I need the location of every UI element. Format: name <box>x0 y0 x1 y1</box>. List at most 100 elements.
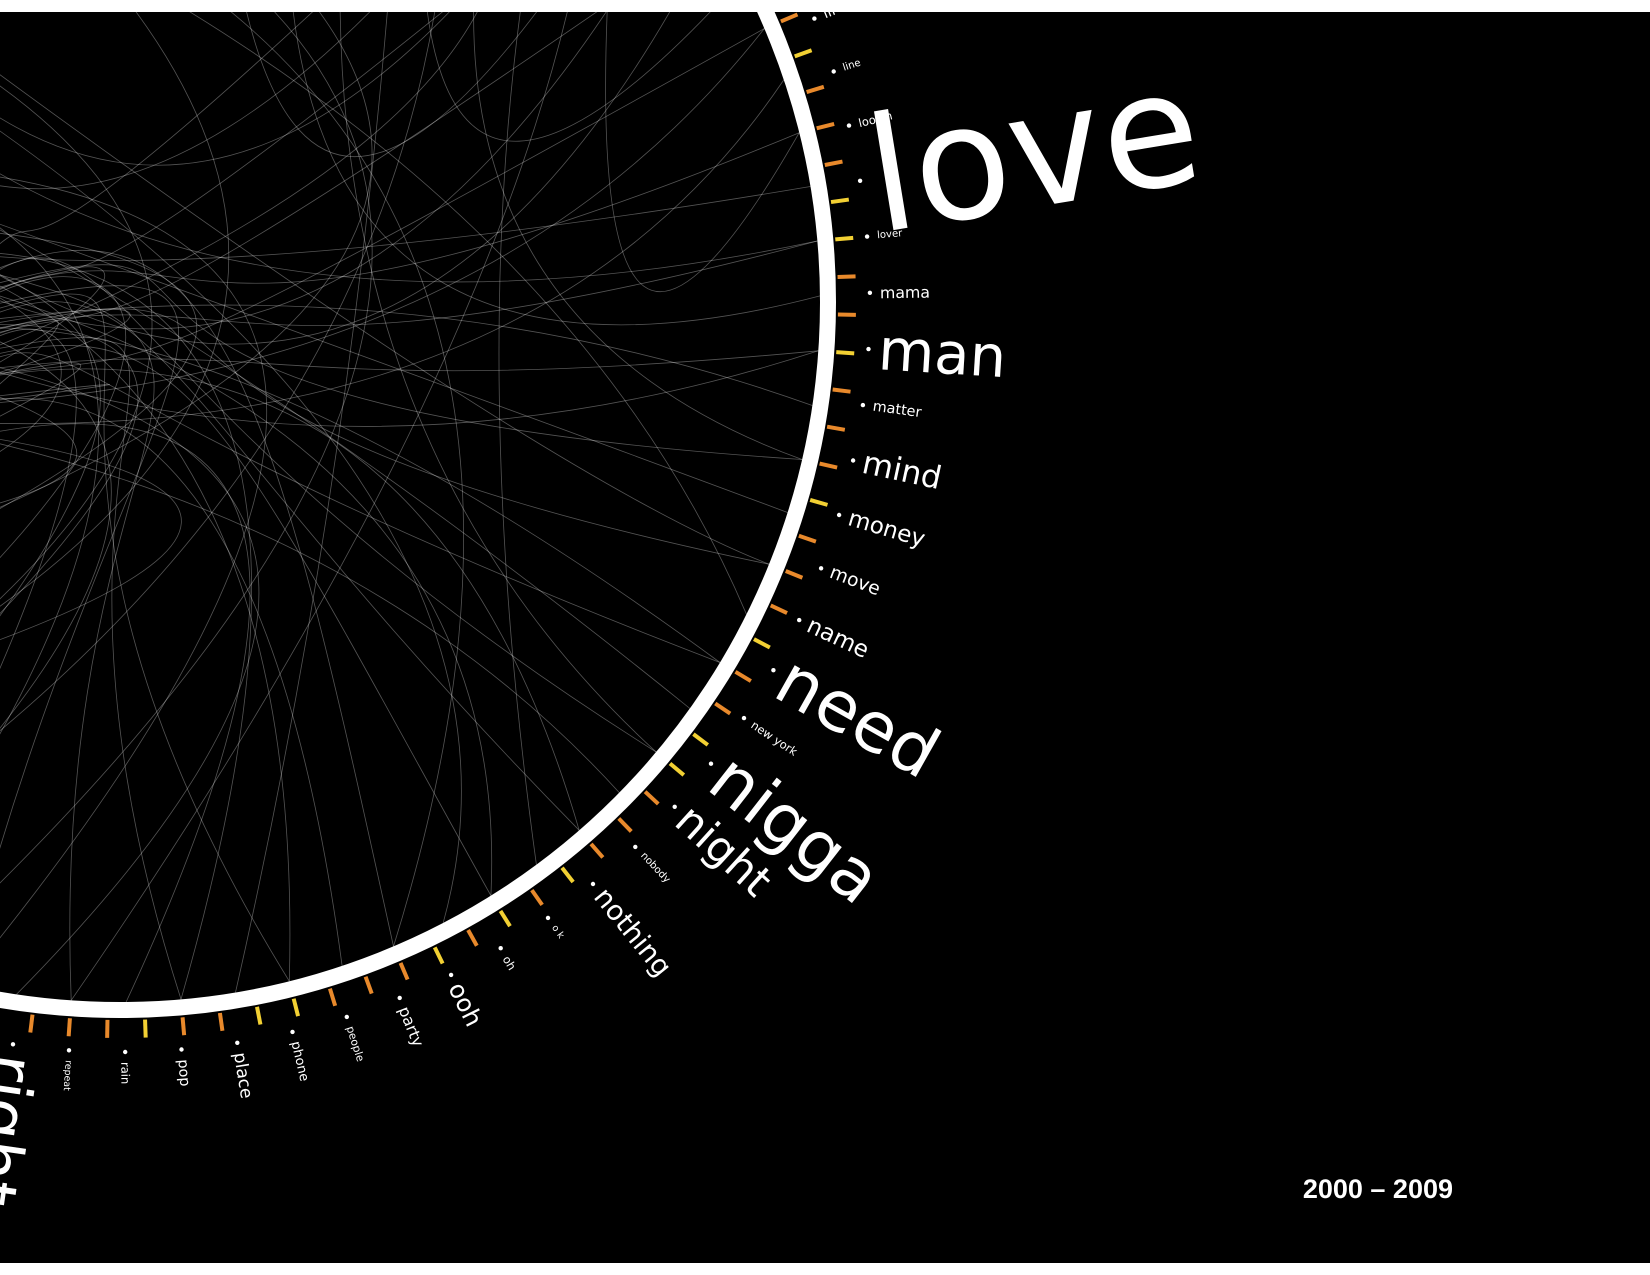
word-label: man <box>876 316 1008 391</box>
connection-curve <box>0 12 478 346</box>
word-ring-diagram: litkissladyletlifelightlillinelookinlove… <box>0 12 1213 1210</box>
tick-mark <box>714 701 732 716</box>
word-dot <box>397 995 402 1001</box>
tick-mark <box>143 1019 148 1038</box>
word-label: move <box>827 562 883 600</box>
connection-curve <box>0 85 153 600</box>
connection-curve <box>339 12 657 753</box>
connection-curve <box>70 12 568 1001</box>
word-label: lover <box>877 228 904 241</box>
word-dot <box>448 972 454 978</box>
tick-mark <box>824 159 843 167</box>
connection-curves <box>0 12 821 1003</box>
connection-curve <box>0 28 765 374</box>
connection-curve <box>0 74 770 565</box>
connection-curve <box>0 12 671 345</box>
tick-mark <box>819 461 838 470</box>
connection-curve <box>0 12 373 884</box>
word-dot <box>708 761 714 766</box>
tick-mark <box>255 1006 263 1025</box>
word-label: line <box>842 58 863 74</box>
period-label: 2000 – 2009 <box>1302 1174 1453 1204</box>
connection-curve <box>0 229 691 709</box>
connection-curve <box>0 397 343 966</box>
connection-curve <box>230 12 464 947</box>
tick-mark <box>836 350 855 356</box>
tick-mark <box>466 929 479 947</box>
tick-mark <box>816 122 835 131</box>
tick-mark <box>734 670 752 683</box>
connection-curve <box>0 130 462 924</box>
word-label: rain <box>118 1062 132 1084</box>
tick-mark <box>798 533 817 544</box>
connection-curve <box>0 79 785 425</box>
tick-mark <box>809 497 829 507</box>
tick-mark <box>180 1017 187 1036</box>
connection-curve <box>0 12 607 330</box>
word-dot <box>866 346 871 352</box>
connection-curve <box>0 341 112 729</box>
tick-mark <box>328 988 338 1007</box>
connection-curve <box>0 304 813 406</box>
word-dot <box>123 1049 128 1055</box>
connection-curve <box>0 324 139 614</box>
connection-curve <box>0 266 105 363</box>
word-dot <box>179 1047 184 1052</box>
tick-mark <box>753 637 771 650</box>
connection-curve <box>0 176 268 939</box>
connection-curve <box>0 345 492 896</box>
connection-curve <box>0 12 436 732</box>
word-label: love <box>855 35 1212 270</box>
connection-curve <box>0 352 721 663</box>
word-label: mama <box>880 283 930 303</box>
word-dot <box>344 1014 349 1020</box>
connection-curve <box>0 186 811 262</box>
connection-curve <box>0 227 100 735</box>
word-label: o k <box>549 923 566 941</box>
connection-curve <box>0 362 82 417</box>
word-label: nobody <box>638 850 672 885</box>
word-label: lil <box>821 12 838 22</box>
connection-curve <box>473 12 803 460</box>
connection-curve <box>0 301 580 831</box>
word-dot <box>235 1040 240 1046</box>
tick-mark <box>560 866 575 884</box>
connection-curve <box>0 423 251 1003</box>
word-dot <box>672 804 677 809</box>
connection-curve <box>0 12 371 190</box>
connection-curve <box>0 309 131 373</box>
word-dot <box>864 234 870 239</box>
tick-mark <box>780 12 799 24</box>
connection-curve <box>0 384 110 401</box>
tick-mark <box>530 889 544 907</box>
connection-curve <box>426 12 711 142</box>
tick-mark <box>217 1012 225 1032</box>
tick-mark <box>291 998 300 1017</box>
connection-curve <box>605 12 800 292</box>
connection-curve <box>0 28 765 403</box>
tick-mark <box>643 790 660 806</box>
word-dot <box>66 1048 72 1053</box>
tick-mark <box>66 1018 72 1037</box>
connection-curve <box>0 276 127 558</box>
tick-mark <box>806 84 825 94</box>
tick-mark <box>617 817 633 833</box>
connection-curve <box>0 253 252 1000</box>
tick-mark <box>784 569 804 580</box>
word-dot <box>857 178 863 183</box>
tick-mark <box>692 732 709 747</box>
tick-mark <box>398 962 410 981</box>
connection-curve <box>0 297 62 452</box>
word-dot <box>812 16 817 21</box>
ring <box>0 12 836 1018</box>
connection-curve <box>0 12 314 245</box>
connection-curve <box>0 173 818 283</box>
ring-band <box>0 12 836 1018</box>
word-label: ooh <box>442 977 488 1031</box>
connection-curve <box>0 249 394 947</box>
connection-curve <box>0 367 260 995</box>
tick-marks <box>28 12 856 1038</box>
connection-curve <box>0 12 444 290</box>
connection-curve <box>0 295 493 896</box>
connection-curve <box>0 233 197 509</box>
